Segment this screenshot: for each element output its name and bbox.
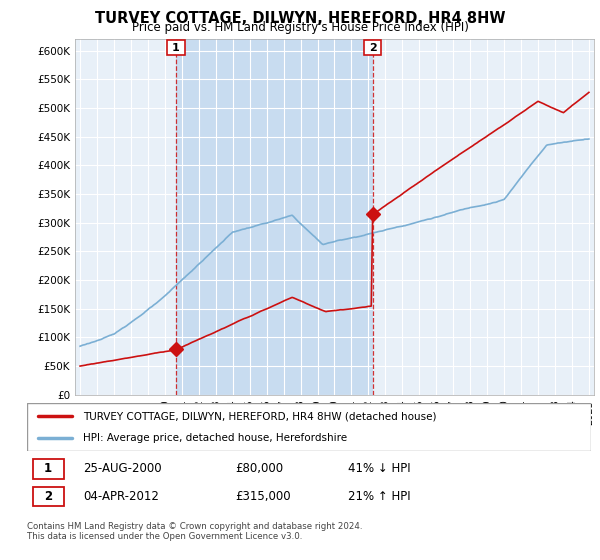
Text: £315,000: £315,000 <box>236 490 292 503</box>
Text: 41% ↓ HPI: 41% ↓ HPI <box>349 462 411 475</box>
Text: TURVEY COTTAGE, DILWYN, HEREFORD, HR4 8HW: TURVEY COTTAGE, DILWYN, HEREFORD, HR4 8H… <box>95 11 505 26</box>
Bar <box>176 39 373 395</box>
Text: HPI: Average price, detached house, Herefordshire: HPI: Average price, detached house, Here… <box>83 433 347 443</box>
FancyBboxPatch shape <box>364 40 382 55</box>
Text: 1: 1 <box>44 462 52 475</box>
Text: Price paid vs. HM Land Registry's House Price Index (HPI): Price paid vs. HM Land Registry's House … <box>131 21 469 34</box>
Text: 1: 1 <box>172 43 180 53</box>
Text: 2: 2 <box>369 43 377 53</box>
Text: Contains HM Land Registry data © Crown copyright and database right 2024.
This d: Contains HM Land Registry data © Crown c… <box>27 522 362 542</box>
Text: £80,000: £80,000 <box>236 462 284 475</box>
Text: 04-APR-2012: 04-APR-2012 <box>83 490 159 503</box>
Text: 2: 2 <box>44 490 52 503</box>
FancyBboxPatch shape <box>167 40 185 55</box>
FancyBboxPatch shape <box>32 459 64 479</box>
Text: 21% ↑ HPI: 21% ↑ HPI <box>349 490 411 503</box>
FancyBboxPatch shape <box>27 403 591 451</box>
FancyBboxPatch shape <box>32 487 64 506</box>
Text: 25-AUG-2000: 25-AUG-2000 <box>83 462 162 475</box>
Text: TURVEY COTTAGE, DILWYN, HEREFORD, HR4 8HW (detached house): TURVEY COTTAGE, DILWYN, HEREFORD, HR4 8H… <box>83 411 437 421</box>
